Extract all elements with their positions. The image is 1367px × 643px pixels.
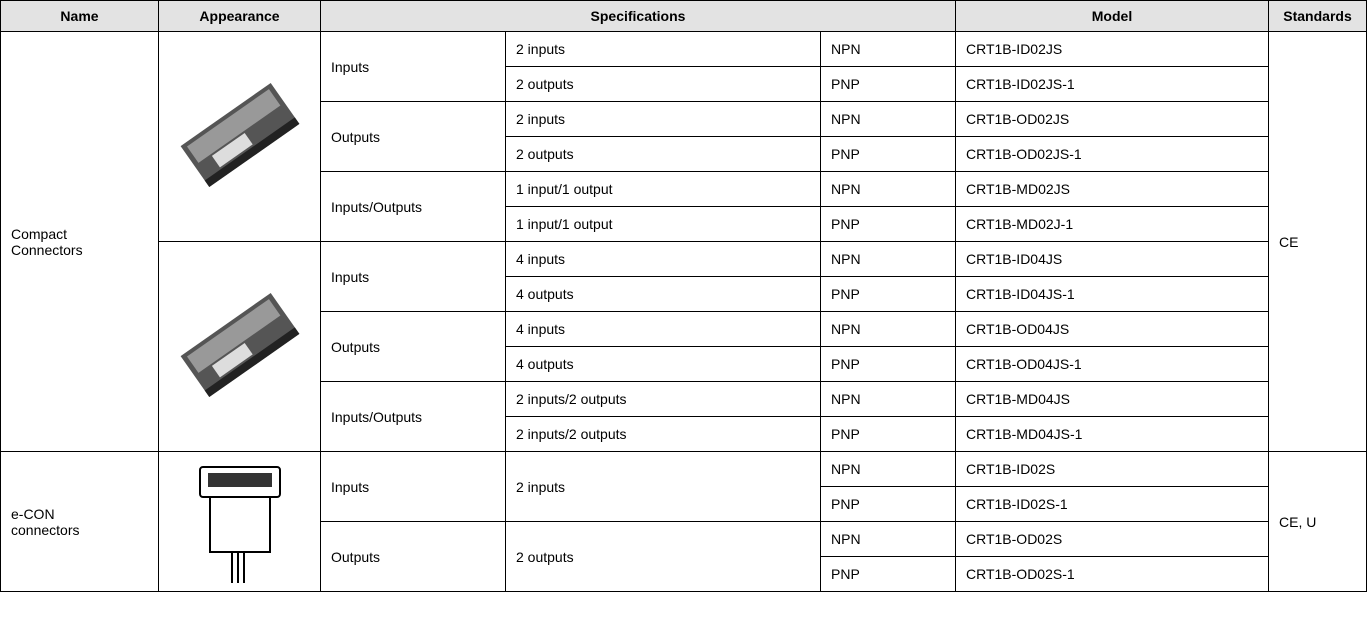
type-cell: Inputs (320, 451, 506, 522)
standards-cell: CE, U (1268, 451, 1367, 592)
polarity-cell: NPN (820, 521, 956, 557)
appearance-cell (158, 451, 321, 592)
model-cell: CRT1B-OD04JS (955, 311, 1269, 347)
polarity-cell: PNP (820, 66, 956, 102)
table-row: e-CON connectors Inputs 2 inputs NPN CRT1B-I… (0, 451, 1367, 592)
model-cell: CRT1B-OD04JS-1 (955, 346, 1269, 382)
appearance-cell (158, 241, 321, 452)
header-cell: Model (955, 0, 1269, 32)
spec-cell: 2 outputs (505, 66, 821, 102)
type-cell: Outputs (320, 521, 506, 592)
polarity-cell: PNP (820, 136, 956, 172)
polarity-cell: PNP (820, 486, 956, 522)
spec-cell: 2 inputs/2 outputs (505, 381, 821, 417)
name-cell: Compact Connectors (0, 31, 159, 452)
polarity-cell: NPN (820, 381, 956, 417)
polarity-cell: PNP (820, 206, 956, 242)
polarity-cell: PNP (820, 416, 956, 452)
model-cell: CRT1B-OD02S-1 (955, 556, 1269, 592)
table-row: Inputs/Outputs 1 input/1 output NPN CRT1B-M… (1, 171, 1367, 242)
spec-cell: 1 input/1 output (505, 171, 821, 207)
spec-cell: 2 inputs (505, 451, 821, 522)
table-row: 4 outputs PNP CRT1B-ID04JS-1 (1, 276, 1367, 312)
spec-cell: 2 outputs (505, 521, 821, 592)
product-image (180, 292, 299, 398)
model-cell: CRT1B-MD04JS (955, 381, 1269, 417)
model-cell: CRT1B-MD04JS-1 (955, 416, 1269, 452)
polarity-cell: NPN (820, 171, 956, 207)
table-row: Compact Connectors Inputs 2 inputs NPN CRT1B… (0, 31, 1367, 452)
appearance-cell (158, 31, 321, 242)
type-cell: Inputs/Outputs (320, 381, 506, 452)
type-cell: Inputs (320, 241, 506, 312)
model-cell: CRT1B-ID02JS (955, 31, 1269, 67)
model-cell: CRT1B-OD02JS (955, 101, 1269, 137)
table-row: 1 input/1 output PNP CRT1B-MD02J-1 (1, 206, 1367, 242)
model-cell: CRT1B-MD02JS (955, 171, 1269, 207)
table-row: 2 outputs PNP CRT1B-OD02JS-1 (1, 136, 1367, 172)
standards-cell: CE (1268, 31, 1367, 452)
spec-cell: 2 inputs/2 outputs (505, 416, 821, 452)
spec-cell: 2 outputs (505, 136, 821, 172)
polarity-cell: NPN (820, 241, 956, 277)
type-cell: Inputs/Outputs (320, 171, 506, 242)
polarity-cell: PNP (820, 556, 956, 592)
model-cell: CRT1B-ID02JS-1 (955, 66, 1269, 102)
spec-cell: 1 input/1 output (505, 206, 821, 242)
polarity-cell: NPN (820, 311, 956, 347)
polarity-cell: NPN (820, 31, 956, 67)
spec-cell: 2 inputs (505, 31, 821, 67)
table-row: Inputs 4 inputs NPN CRT1B-ID04JS (1, 241, 1367, 452)
polarity-cell: PNP (820, 346, 956, 382)
model-cell: CRT1B-ID04JS-1 (955, 276, 1269, 312)
type-cell: Inputs (320, 31, 506, 102)
header-row: Name Appearance Specifications Model Sta… (0, 0, 1367, 32)
spec-cell: 4 outputs (505, 346, 821, 382)
polarity-cell: NPN (820, 451, 956, 487)
table-row: Outputs 4 inputs NPN CRT1B-OD04JS (1, 311, 1367, 382)
name-cell: e-CON connectors (0, 451, 159, 592)
table-row: PNP CRT1B-ID02S-1 (1, 486, 1367, 522)
spec-cell: 4 inputs (505, 311, 821, 347)
model-cell: CRT1B-OD02S (955, 521, 1269, 557)
table-body: Compact Connectors Inputs 2 inputs NPN CRT1B… (0, 31, 1367, 592)
model-cell: CRT1B-ID02S (955, 451, 1269, 487)
spec-cell: 4 outputs (505, 276, 821, 312)
model-cell: CRT1B-ID02S-1 (955, 486, 1269, 522)
spec-cell: 2 inputs (505, 101, 821, 137)
model-cell: CRT1B-ID04JS (955, 241, 1269, 277)
spec-cell: 4 inputs (505, 241, 821, 277)
type-cell: Outputs (320, 101, 506, 172)
table-row: Inputs/Outputs 2 inputs/2 outputs NPN CRT1B… (1, 381, 1367, 452)
header-cell: Standards (1268, 0, 1367, 32)
header-cell: Appearance (158, 0, 321, 32)
product-table: Name Appearance Specifications Model Sta… (0, 0, 1367, 592)
polarity-cell: NPN (820, 101, 956, 137)
model-cell: CRT1B-MD02J-1 (955, 206, 1269, 242)
table-row: PNP CRT1B-OD02S-1 (1, 556, 1367, 592)
model-cell: CRT1B-OD02JS-1 (955, 136, 1269, 172)
polarity-cell: PNP (820, 276, 956, 312)
header-cell: Name (0, 0, 159, 32)
type-cell: Outputs (320, 311, 506, 382)
table-row: Outputs 2 outputs NPN CRT1B-OD02S (1, 521, 1367, 592)
product-image (180, 82, 299, 188)
product-image (198, 466, 281, 583)
header-cell: Specifications (320, 0, 956, 32)
